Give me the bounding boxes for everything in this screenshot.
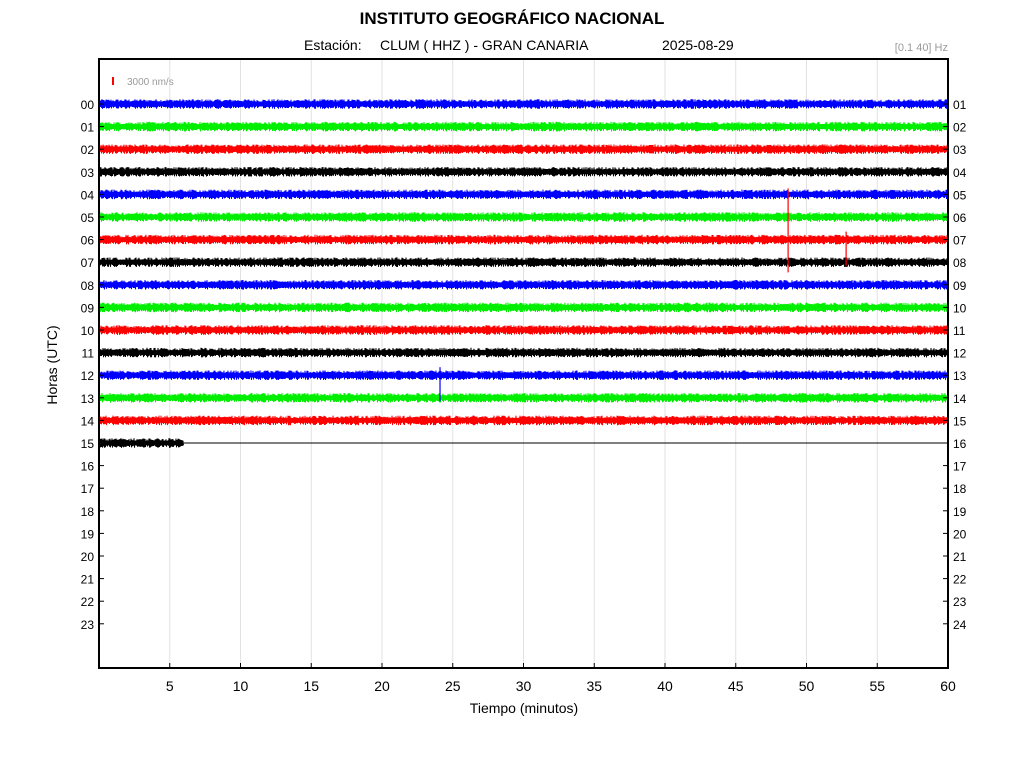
left-tick-label: 18 [81,505,95,519]
left-tick-label: 13 [81,392,95,406]
x-tick-label: 30 [516,678,532,694]
trace-hour-02 [98,144,949,155]
x-tick-label: 40 [657,678,673,694]
left-tick-label: 23 [81,618,95,632]
right-tick-label: 15 [953,414,967,428]
trace-hour-04 [98,189,949,200]
x-tick-label: 50 [799,678,815,694]
trace-hour-12 [98,370,949,381]
trace-hour-01 [98,121,949,132]
x-tick-label: 45 [728,678,744,694]
x-tick-label: 35 [586,678,602,694]
left-tick-label: 19 [81,527,95,541]
right-tick-label: 22 [953,573,967,587]
right-tick-label: 19 [953,505,967,519]
right-tick-label: 11 [953,324,966,338]
trace-hour-13 [98,392,949,403]
trace-hour-09 [98,302,949,313]
right-tick-label: 23 [953,595,967,609]
trace-hour-11 [98,347,949,358]
left-tick-label: 05 [81,211,95,225]
x-tick-label: 25 [445,678,461,694]
right-tick-label: 24 [953,618,967,632]
left-tick-label: 17 [81,482,95,496]
left-tick-label: 09 [81,301,95,315]
right-tick-label: 03 [953,143,967,157]
x-axis-label: Tiempo (minutos) [469,700,579,716]
left-tick-label: 03 [81,166,95,180]
trace-hour-07 [98,257,949,268]
right-tick-label: 16 [953,437,967,451]
right-tick-label: 20 [953,527,967,541]
right-tick-label: 18 [953,482,967,496]
left-tick-label: 11 [82,347,95,361]
right-tick-label: 07 [953,234,967,248]
station-name: CLUM ( HHZ ) - GRAN CANARIA [380,37,589,53]
right-tick-label: 09 [953,279,967,293]
left-tick-label: 20 [81,550,95,564]
right-tick-label: 01 [953,98,967,112]
filter-band: [0.1 40] Hz [894,42,948,54]
trace-hour-05 [98,212,949,222]
x-tick-label: 55 [869,678,885,694]
trace-hour-08 [98,279,949,290]
trace-hour-10 [98,325,949,335]
right-tick-label: 06 [953,211,967,225]
right-tick-label: 21 [953,550,967,564]
left-tick-label: 15 [81,437,95,451]
left-tick-label: 06 [81,234,95,248]
chart-title: INSTITUTO GEOGRÁFICO NACIONAL [359,9,665,28]
right-tick-label: 12 [953,347,967,361]
trace-hour-14 [98,415,949,426]
right-tick-label: 02 [953,121,967,135]
x-tick-label: 20 [374,678,390,694]
x-tick-label: 60 [940,678,956,694]
right-tick-label: 10 [953,301,967,315]
x-tick-label: 5 [166,678,174,694]
left-tick-label: 12 [81,369,95,383]
y-axis-label: Horas (UTC) [44,325,60,405]
left-tick-label: 10 [81,324,95,338]
right-tick-label: 14 [953,392,967,406]
station-label: Estación: [304,37,362,53]
trace-hour-03 [98,166,949,177]
left-tick-label: 22 [81,595,95,609]
right-tick-label: 17 [953,460,967,474]
trace-hour-06 [98,234,949,245]
left-tick-label: 01 [81,121,95,135]
left-tick-label: 08 [81,279,95,293]
plot-frame [98,58,949,669]
left-tick-label: 14 [81,414,95,428]
left-tick-label: 04 [81,188,95,202]
trace-hour-15 [98,438,184,448]
right-tick-label: 05 [953,188,967,202]
scale-label: 3000 nm/s [127,77,174,88]
left-tick-label: 02 [81,143,95,157]
right-tick-label: 04 [953,166,967,180]
left-tick-label: 07 [81,256,95,270]
right-tick-label: 08 [953,256,967,270]
left-tick-label: 16 [81,460,95,474]
x-tick-label: 15 [303,678,319,694]
chart-date: 2025-08-29 [662,37,734,53]
x-tick-label: 10 [233,678,249,694]
left-tick-label: 21 [81,573,95,587]
left-tick-label: 00 [81,98,95,112]
right-tick-label: 13 [953,369,967,383]
trace-hour-00 [98,99,949,109]
